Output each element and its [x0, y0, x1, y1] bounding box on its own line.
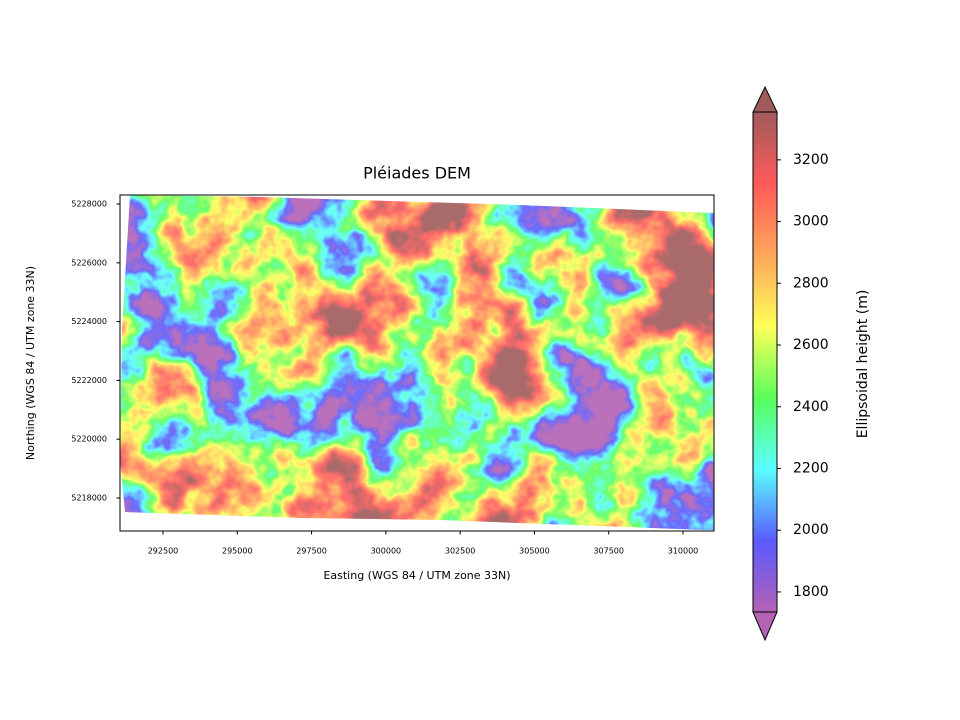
- colorbar-tick-label: 2000: [793, 522, 829, 538]
- colorbar-tick-label: 1800: [793, 584, 829, 600]
- colorbar-extend-top: [752, 85, 778, 113]
- colorbar-extend-bottom: [752, 611, 778, 642]
- y-tick-label: 5222000: [71, 376, 107, 385]
- colorbar-tick-label: 2400: [793, 399, 829, 415]
- x-tick-label: 307500: [593, 547, 624, 556]
- y-tick-label: 5224000: [71, 317, 107, 326]
- dem-raster: [120, 195, 714, 530]
- y-tick-label: 5226000: [71, 258, 107, 267]
- colorbar: [753, 112, 777, 612]
- colorbar-tick-label: 2200: [793, 460, 829, 476]
- x-tick-label: 300000: [371, 547, 402, 556]
- y-tick-label: 5220000: [71, 435, 107, 444]
- x-tick-label: 295000: [222, 547, 253, 556]
- x-tick-label: 297500: [296, 547, 327, 556]
- x-axis-label: Easting (WGS 84 / UTM zone 33N): [323, 569, 510, 582]
- colorbar-frame: [752, 111, 778, 613]
- x-tick-label: 292500: [148, 547, 179, 556]
- colorbar-tick-label: 2600: [793, 337, 829, 353]
- chart-title: Pléiades DEM: [363, 164, 471, 183]
- colorbar-tick-label: 3200: [793, 152, 829, 168]
- x-tick-label: 302500: [445, 547, 476, 556]
- y-axis-label: Northing (WGS 84 / UTM zone 33N): [24, 266, 37, 460]
- colorbar-label: Ellipsoidal height (m): [855, 290, 871, 439]
- colorbar-tick-label: 3000: [793, 214, 829, 230]
- y-tick-label: 5228000: [71, 199, 107, 208]
- plot-frame: [119, 194, 715, 532]
- x-tick-label: 310000: [668, 547, 699, 556]
- y-tick-label: 5218000: [71, 494, 107, 503]
- colorbar-tick-label: 2800: [793, 275, 829, 291]
- x-tick-label: 305000: [519, 547, 550, 556]
